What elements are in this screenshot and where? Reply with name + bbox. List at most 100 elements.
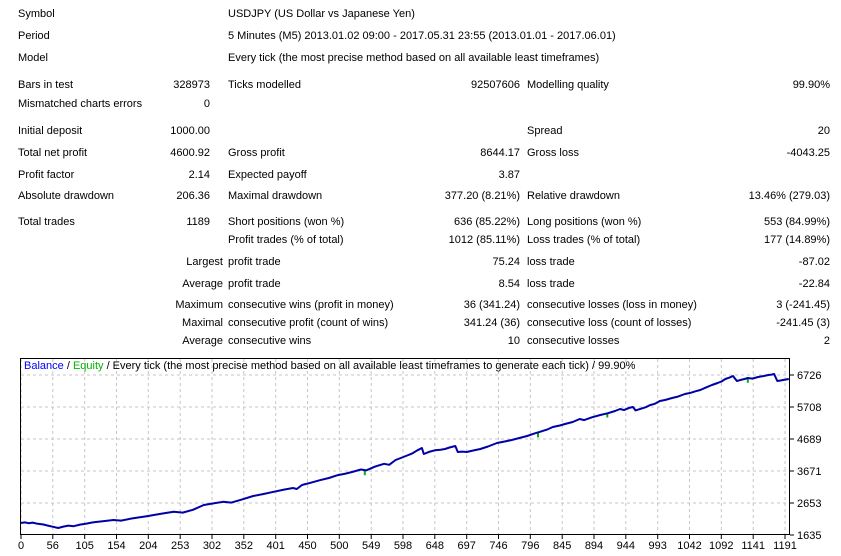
x-axis-label: 845 bbox=[553, 540, 571, 552]
x-axis-label: 894 bbox=[585, 540, 603, 552]
row-label-2: Ticks modelled bbox=[228, 79, 301, 91]
row-label: Model bbox=[18, 52, 48, 64]
row-value-2: 3.87 bbox=[498, 169, 520, 181]
row-value-3: 553 (84.99%) bbox=[763, 216, 830, 228]
legend-model-quality: / Every tick (the most precise method ba… bbox=[104, 360, 636, 372]
row-value-3: 20 bbox=[817, 125, 830, 137]
row-value-2: 75.24 bbox=[492, 256, 520, 268]
row-value-2: 1012 (85.11%) bbox=[448, 234, 520, 246]
x-axis-label: 1092 bbox=[709, 540, 733, 552]
x-axis-label: 746 bbox=[489, 540, 507, 552]
row-label-2: Expected payoff bbox=[228, 169, 307, 181]
row-label-2: 5 Minutes (M5) 2013.01.02 09:00 - 2017.0… bbox=[228, 30, 616, 42]
chart-canvas: 0 56 105 154 204 253 302 352 401 450 500 549 598 648 6… bbox=[18, 358, 821, 552]
row-label-2: Maximal drawdown bbox=[228, 190, 323, 202]
plot-border bbox=[20, 358, 790, 535]
balance-line bbox=[20, 373, 789, 529]
x-axis-label: 796 bbox=[521, 540, 539, 552]
y-axis-label: 2653 bbox=[797, 498, 821, 510]
row-label-3: Gross loss bbox=[527, 147, 579, 159]
report-row-4: Bars in test 328973 Ticks modelled 92507606… bbox=[0, 77, 841, 94]
row-value-3: -22.84 bbox=[798, 278, 830, 290]
row-value: 2.14 bbox=[188, 169, 210, 181]
row-value-3: -241.45 (3) bbox=[776, 317, 830, 329]
row-label-3: loss trade bbox=[527, 278, 575, 290]
x-axis-label: 598 bbox=[394, 540, 412, 552]
row-label: Initial deposit bbox=[18, 125, 83, 137]
row-label-3: Long positions (won %) bbox=[527, 216, 642, 228]
x-axis-label: 450 bbox=[298, 540, 316, 552]
row-label-2: consecutive profit (count of wins) bbox=[228, 317, 389, 329]
x-axis-label: 204 bbox=[139, 540, 157, 552]
row-prefix: Largest bbox=[186, 256, 223, 268]
row-label-2: consecutive wins bbox=[228, 335, 312, 347]
x-axis-label: 1042 bbox=[677, 540, 701, 552]
row-value-3: 13.46% (279.03) bbox=[748, 190, 830, 202]
row-label-3: Modelling quality bbox=[527, 79, 609, 91]
report-row-16: Average consecutive wins 10 consecutive los… bbox=[0, 333, 841, 350]
row-label-2: Short positions (won %) bbox=[228, 216, 345, 228]
row-value-3: 177 (14.89%) bbox=[763, 234, 830, 246]
row-value-3: 3 (-241.45) bbox=[776, 299, 830, 311]
plot-background bbox=[20, 358, 790, 535]
report-row-11: Profit trades (% of total) 1012 (85.11%) L… bbox=[0, 232, 841, 249]
report-row-13: Average profit trade 8.54 loss trade -22.84 bbox=[0, 276, 841, 293]
x-axis-label: 401 bbox=[267, 540, 285, 552]
row-label-2: consecutive wins (profit in money) bbox=[228, 299, 394, 311]
report-row-14: Maximum consecutive wins (profit in money… bbox=[0, 297, 841, 314]
row-label-3: consecutive losses bbox=[527, 335, 620, 347]
row-label-2: profit trade bbox=[228, 256, 281, 268]
row-label: Profit factor bbox=[18, 169, 75, 181]
row-value-2: 636 (85.22%) bbox=[453, 216, 520, 228]
row-label-2: Profit trades (% of total) bbox=[228, 234, 344, 246]
row-label-3: loss trade bbox=[527, 256, 575, 268]
x-axis-label: 56 bbox=[47, 540, 59, 552]
row-value-3: 2 bbox=[823, 335, 830, 347]
report-row-12: Largest profit trade 75.24 loss trade -87.02 bbox=[0, 254, 841, 271]
x-axis-label: 302 bbox=[203, 540, 221, 552]
row-label: Bars in test bbox=[18, 79, 74, 91]
balance-equity-chart: 0 56 105 154 204 253 302 352 401 450 500 549 598 648 6… bbox=[0, 350, 841, 553]
x-axis-label: 352 bbox=[235, 540, 253, 552]
report-row-1: Symbol USDJPY (US Dollar vs Japanese Yen) bbox=[0, 6, 841, 23]
report-row-5: Mismatched charts errors 0 bbox=[0, 96, 841, 113]
row-value: 1189 bbox=[186, 216, 210, 228]
row-label: Period bbox=[18, 30, 50, 42]
row-label: Total net profit bbox=[18, 147, 88, 159]
row-label: Total trades bbox=[18, 216, 75, 228]
y-axis-label: 4689 bbox=[797, 434, 821, 446]
row-label: Absolute drawdown bbox=[18, 190, 115, 202]
row-label-3: consecutive loss (count of losses) bbox=[527, 317, 692, 329]
row-label-2: profit trade bbox=[228, 278, 281, 290]
x-axis-label: 648 bbox=[426, 540, 444, 552]
y-axis-label: 3671 bbox=[797, 466, 821, 478]
row-value-2: 8.54 bbox=[498, 278, 520, 290]
row-prefix: Average bbox=[182, 278, 223, 290]
row-label: Mismatched charts errors bbox=[18, 98, 143, 110]
legend-balance: Balance bbox=[24, 360, 64, 372]
x-axis-label: 0 bbox=[18, 540, 24, 552]
y-axis-label: 5708 bbox=[797, 402, 821, 414]
x-axis-label: 697 bbox=[458, 540, 476, 552]
y-axis-label: 1635 bbox=[797, 530, 821, 542]
report-row-7: Total net profit 4600.92 Gross profit 8644.… bbox=[0, 145, 841, 162]
y-axis-label: 6726 bbox=[797, 370, 821, 382]
row-prefix: Maximum bbox=[175, 299, 223, 311]
x-axis-label: 154 bbox=[107, 540, 125, 552]
x-axis-label: 1141 bbox=[741, 540, 765, 552]
row-label-2: USDJPY (US Dollar vs Japanese Yen) bbox=[228, 8, 415, 20]
row-value-2: 10 bbox=[507, 335, 520, 347]
row-value-2: 341.24 (36) bbox=[463, 317, 520, 329]
row-value: 4600.92 bbox=[170, 147, 210, 159]
x-axis-label: 944 bbox=[617, 540, 635, 552]
row-value-2: 377.20 (8.21%) bbox=[444, 190, 520, 202]
row-value-3: 99.90% bbox=[792, 79, 830, 91]
row-value: 1000.00 bbox=[170, 125, 210, 137]
row-label-3: Spread bbox=[527, 125, 563, 137]
report-row-2: Period 5 Minutes (M5) 2013.01.02 09:00 - … bbox=[0, 28, 841, 45]
report-row-6: Initial deposit 1000.00 Spread 20 bbox=[0, 123, 841, 140]
strategy-tester-report-table: Symbol USDJPY (US Dollar vs Japanese Yen)… bbox=[0, 6, 841, 350]
x-axis-label: 993 bbox=[649, 540, 667, 552]
row-value: 328973 bbox=[173, 79, 210, 91]
row-prefix: Maximal bbox=[182, 317, 223, 329]
